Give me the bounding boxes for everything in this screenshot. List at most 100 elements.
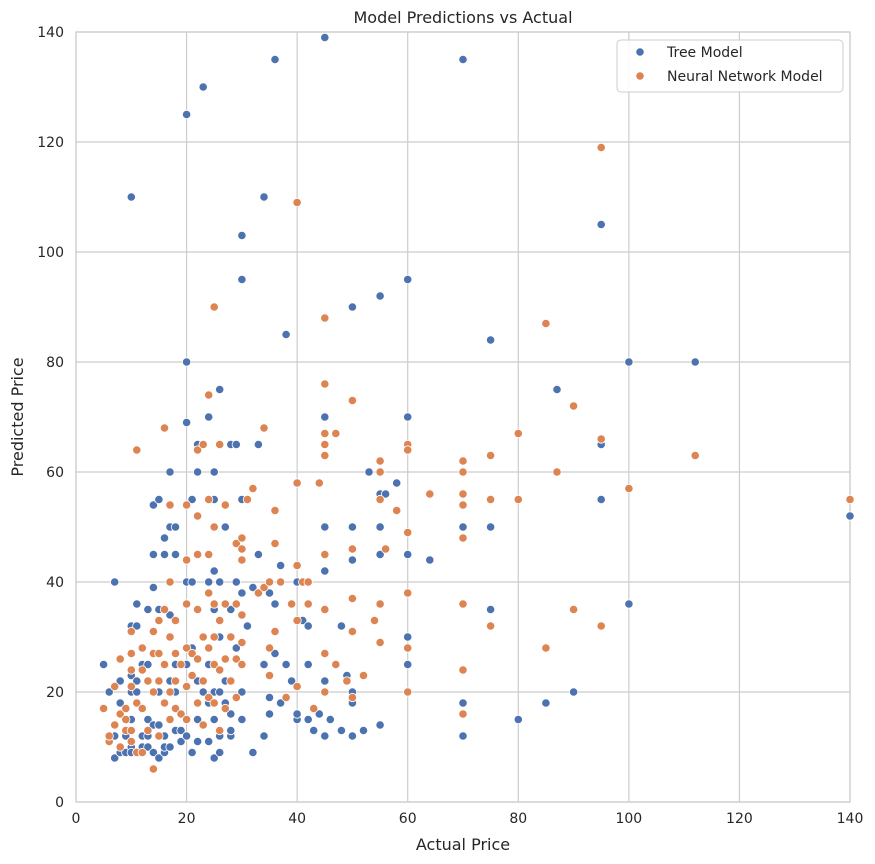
neural-network-model-point (220, 703, 230, 714)
neural-network-model-point (281, 692, 291, 703)
tree-model-point (115, 698, 125, 708)
neural-network-model-point (347, 395, 357, 406)
tree-model-point (170, 522, 181, 532)
neural-network-model-point (845, 494, 855, 505)
tree-model-point (148, 500, 158, 510)
neural-network-model-point (342, 676, 352, 686)
neural-network-model-point (154, 615, 164, 626)
tree-model-point (392, 478, 402, 488)
neural-network-model-point (286, 599, 297, 609)
x-tick-label: 100 (615, 811, 642, 827)
neural-network-model-point (193, 604, 203, 615)
y-tick-label: 0 (55, 795, 64, 811)
neural-network-model-point (403, 687, 413, 697)
neural-network-model-point (126, 725, 136, 736)
tree-model-point (209, 467, 219, 477)
neural-network-model-point (541, 643, 551, 653)
neural-network-model-point (392, 505, 402, 516)
tree-model-point (182, 417, 192, 428)
tree-model-point (170, 549, 181, 560)
tree-model-point (336, 621, 346, 631)
tree-model-point (320, 566, 330, 576)
neural-network-model-point (121, 703, 131, 714)
neural-network-model-point (237, 610, 247, 620)
neural-network-model-point (568, 401, 579, 411)
tree-model-point (204, 412, 214, 422)
tree-model-point (248, 747, 258, 758)
tree-model-point (264, 692, 275, 703)
tree-model-point (270, 599, 280, 609)
tree-model-point (198, 82, 208, 92)
neural-network-model-point (380, 544, 391, 554)
neural-network-model-point (375, 456, 385, 466)
neural-network-model-point (264, 670, 275, 681)
tree-model-point (231, 577, 241, 587)
neural-network-model-point (143, 676, 153, 686)
neural-network-model-point (204, 549, 214, 560)
neural-network-model-point (154, 648, 164, 659)
tree-model-point (286, 676, 297, 686)
tree-model-point (220, 522, 230, 532)
neural-network-model-point (458, 489, 468, 499)
tree-model-point (154, 753, 164, 763)
neural-network-model-point (237, 555, 247, 565)
neural-network-model-point (458, 500, 468, 510)
tree-model-point (132, 676, 142, 686)
x-tick-label: 120 (726, 811, 753, 827)
tree-model-point (347, 731, 357, 741)
tree-model-point (198, 687, 208, 697)
tree-model-point (143, 604, 153, 615)
tree-model-point (110, 577, 120, 587)
neural-network-model-point (320, 604, 330, 615)
neural-network-model-point (403, 445, 413, 455)
neural-network-model-point (137, 747, 147, 758)
neural-network-model-point (176, 709, 186, 719)
neural-network-model-point (99, 703, 109, 714)
neural-network-model-point (193, 445, 203, 455)
tree-model-point (690, 357, 700, 367)
neural-network-model-point (148, 687, 158, 697)
tree-model-point (375, 522, 385, 532)
neural-network-model-point (154, 676, 164, 686)
neural-network-model-point (204, 588, 214, 598)
neural-network-model-point (137, 643, 147, 653)
x-tick-label: 140 (837, 811, 864, 827)
neural-network-model-point (198, 720, 208, 730)
tree-model-point (320, 676, 330, 686)
tree-model-point (159, 549, 170, 560)
neural-network-model-point (375, 599, 385, 609)
tree-model-point (159, 533, 170, 543)
tree-model-point (215, 747, 225, 758)
neural-network-model-point (115, 709, 125, 719)
neural-network-model-point (320, 648, 330, 659)
neural-network-model-point (170, 676, 181, 686)
neural-network-model-point (137, 703, 147, 714)
neural-network-model-point (132, 445, 142, 455)
y-tick-label: 120 (37, 135, 64, 151)
neural-network-model-point (110, 681, 120, 692)
neural-network-model-point (259, 582, 269, 593)
neural-network-model-point (425, 489, 435, 499)
neural-network-model-point (264, 577, 275, 587)
tree-model-point (259, 659, 269, 670)
tree-model-point (303, 714, 313, 725)
neural-network-model-point (275, 577, 286, 587)
neural-network-model-point (204, 494, 214, 505)
neural-network-model-point (159, 659, 170, 670)
neural-network-model-point (485, 450, 496, 461)
tree-model-point (154, 720, 164, 730)
y-tick-label: 20 (46, 685, 64, 701)
neural-network-model-point (126, 626, 136, 637)
tick-labels: 0 20 40 60 80 100 120 140 0 20 40 60 80 100 120 140 (37, 25, 863, 827)
neural-network-model-point (513, 494, 523, 505)
neural-network-model-point (270, 626, 280, 637)
neural-network-model-point (182, 681, 192, 692)
tree-model-point (132, 621, 142, 631)
neural-network-model-point (259, 423, 269, 433)
neural-network-model-point (303, 577, 313, 587)
neural-network-model-point (485, 494, 496, 505)
tree-model-point (148, 582, 158, 593)
tree-model-point (187, 494, 197, 505)
neural-network-model-point (596, 142, 606, 153)
neural-network-model-point (568, 604, 579, 615)
